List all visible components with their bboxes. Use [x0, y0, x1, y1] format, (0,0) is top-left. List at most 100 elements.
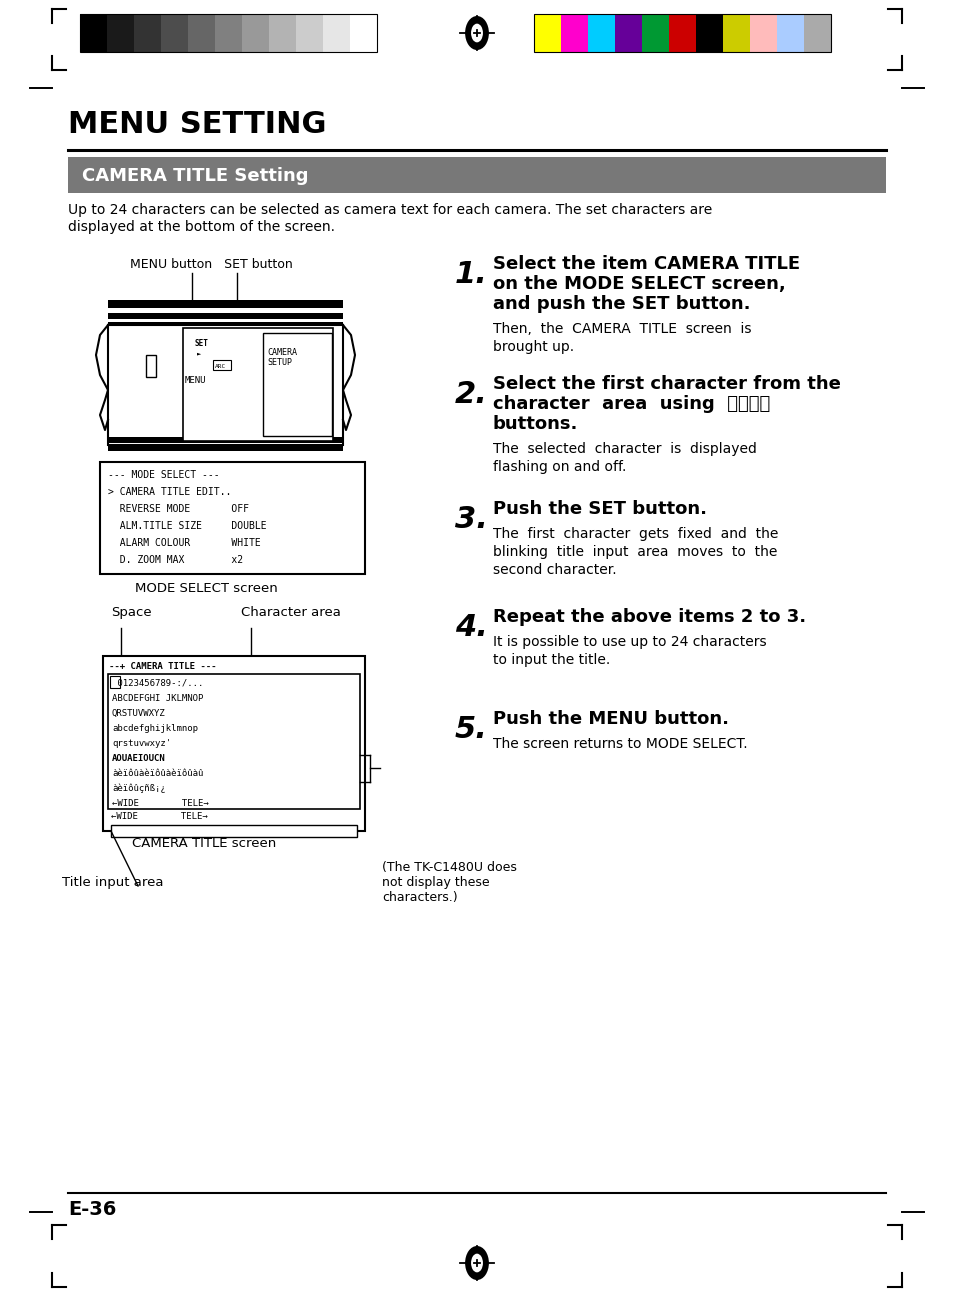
Text: flashing on and off.: flashing on and off.	[493, 460, 626, 474]
Text: Select the item CAMERA TITLE: Select the item CAMERA TITLE	[493, 255, 800, 273]
Bar	[263, 333, 332, 436]
Text: 0123456789-:/...: 0123456789-:/...	[112, 679, 203, 688]
Text: Select the first character from the: Select the first character from the	[493, 376, 840, 392]
Text: The  selected  character  is  displayed: The selected character is displayed	[493, 442, 756, 456]
Bar	[107, 14, 133, 52]
Bar	[323, 14, 350, 52]
Text: on the MODE SELECT screen,: on the MODE SELECT screen,	[493, 275, 785, 293]
Text: second character.: second character.	[493, 563, 616, 578]
Text: QRSTUVWXYZ: QRSTUVWXYZ	[112, 708, 166, 717]
Text: Repeat the above items 2 to 3.: Repeat the above items 2 to 3.	[493, 607, 805, 625]
Text: character  area  using  ⒸⒽⒼⒸ: character area using ⒸⒽⒼⒸ	[493, 395, 769, 413]
Text: Character area: Character area	[241, 606, 340, 619]
Text: --- MODE SELECT ---: --- MODE SELECT ---	[108, 470, 219, 480]
Text: ►: ►	[196, 350, 201, 356]
Text: blinking  title  input  area  moves  to  the: blinking title input area moves to the	[493, 545, 777, 559]
Bar	[242, 14, 269, 52]
Text: MENU: MENU	[185, 376, 206, 385]
Bar	[722, 14, 749, 52]
Polygon shape	[208, 387, 213, 392]
Text: MENU button   SET button: MENU button SET button	[130, 258, 293, 271]
Bar	[560, 14, 587, 52]
Text: MODE SELECT screen: MODE SELECT screen	[135, 581, 277, 594]
Text: --+ CAMERA TITLE ---: --+ CAMERA TITLE ---	[109, 662, 216, 671]
Text: buttons.: buttons.	[493, 414, 578, 433]
Bar	[108, 673, 359, 809]
Bar	[133, 14, 161, 52]
Text: REVERSE MODE       OFF: REVERSE MODE OFF	[108, 504, 249, 514]
Text: CAMERA TITLE Setting: CAMERA TITLE Setting	[82, 167, 308, 185]
Text: Push the SET button.: Push the SET button.	[493, 500, 706, 518]
Bar	[749, 14, 776, 52]
Text: abcdefghijklmnop: abcdefghijklmnop	[112, 724, 198, 733]
Text: 3.: 3.	[455, 505, 487, 534]
Bar	[103, 657, 365, 831]
Bar	[108, 313, 343, 319]
Text: 4.: 4.	[455, 613, 487, 642]
Bar	[350, 14, 376, 52]
Text: àèïôûàèïôûàèïôûàû: àèïôûàèïôûàèïôûàû	[112, 769, 203, 778]
Text: ABCDEFGHI JKLMNOP: ABCDEFGHI JKLMNOP	[112, 694, 203, 703]
Text: E-36: E-36	[68, 1200, 116, 1219]
Polygon shape	[214, 405, 221, 411]
Bar	[110, 676, 120, 688]
Polygon shape	[190, 405, 194, 411]
Bar	[295, 14, 323, 52]
Text: displayed at the bottom of the screen.: displayed at the bottom of the screen.	[68, 220, 335, 234]
Bar	[269, 14, 295, 52]
Bar	[534, 14, 830, 52]
Polygon shape	[201, 405, 207, 411]
Bar	[615, 14, 641, 52]
Bar	[161, 14, 188, 52]
Ellipse shape	[471, 23, 482, 43]
Bar	[183, 328, 333, 442]
Text: It is possible to use up to 24 characters: It is possible to use up to 24 character…	[493, 635, 766, 649]
Bar	[108, 325, 343, 445]
Text: MENU SETTING: MENU SETTING	[68, 110, 326, 139]
Bar	[111, 825, 356, 837]
Text: ALM.TITLE SIZE     DOUBLE: ALM.TITLE SIZE DOUBLE	[108, 521, 266, 531]
Bar	[776, 14, 803, 52]
Text: 1.: 1.	[455, 260, 487, 289]
Polygon shape	[227, 405, 232, 411]
Text: CAMERA TITLE screen: CAMERA TITLE screen	[132, 837, 276, 850]
Bar	[80, 14, 376, 52]
Polygon shape	[208, 423, 213, 429]
Polygon shape	[208, 398, 213, 404]
Bar	[641, 14, 668, 52]
Bar	[108, 300, 343, 308]
Text: ←WIDE        TELE→: ←WIDE TELE→	[112, 799, 209, 808]
Text: 5.: 5.	[455, 715, 487, 745]
Bar	[100, 462, 365, 574]
Ellipse shape	[471, 1254, 482, 1273]
Ellipse shape	[465, 1246, 488, 1279]
Text: The screen returns to MODE SELECT.: The screen returns to MODE SELECT.	[493, 737, 747, 751]
Bar	[68, 157, 885, 193]
Bar	[108, 322, 343, 325]
Text: ALARM COLOUR       WHITE: ALARM COLOUR WHITE	[108, 537, 260, 548]
Text: to input the title.: to input the title.	[493, 653, 610, 667]
Text: D. ZOOM MAX        x2: D. ZOOM MAX x2	[108, 556, 243, 565]
Bar	[587, 14, 615, 52]
Text: The  first  character  gets  fixed  and  the: The first character gets fixed and the	[493, 527, 778, 541]
Text: Title input area: Title input area	[62, 875, 163, 888]
Bar	[146, 355, 156, 377]
Text: ARC: ARC	[214, 364, 226, 369]
Text: CAMERA: CAMERA	[267, 348, 296, 357]
Bar	[214, 14, 242, 52]
Text: ←WIDE        TELE→: ←WIDE TELE→	[111, 812, 208, 821]
Bar	[188, 14, 214, 52]
Text: AOUAEIOUCN: AOUAEIOUCN	[112, 754, 166, 763]
Text: > CAMERA TITLE EDIT..: > CAMERA TITLE EDIT..	[108, 487, 232, 497]
Bar	[534, 14, 560, 52]
Text: SET: SET	[194, 339, 209, 348]
Bar	[696, 14, 722, 52]
Text: Push the MENU button.: Push the MENU button.	[493, 710, 728, 728]
Text: Space: Space	[111, 606, 152, 619]
Text: qrstuvwxyz': qrstuvwxyz'	[112, 739, 171, 749]
Bar	[108, 436, 343, 443]
Text: and push the SET button.: and push the SET button.	[493, 295, 750, 313]
Text: brought up.: brought up.	[493, 341, 574, 354]
Text: 2.: 2.	[455, 379, 487, 409]
Text: Then,  the  CAMERA  TITLE  screen  is: Then, the CAMERA TITLE screen is	[493, 322, 751, 335]
